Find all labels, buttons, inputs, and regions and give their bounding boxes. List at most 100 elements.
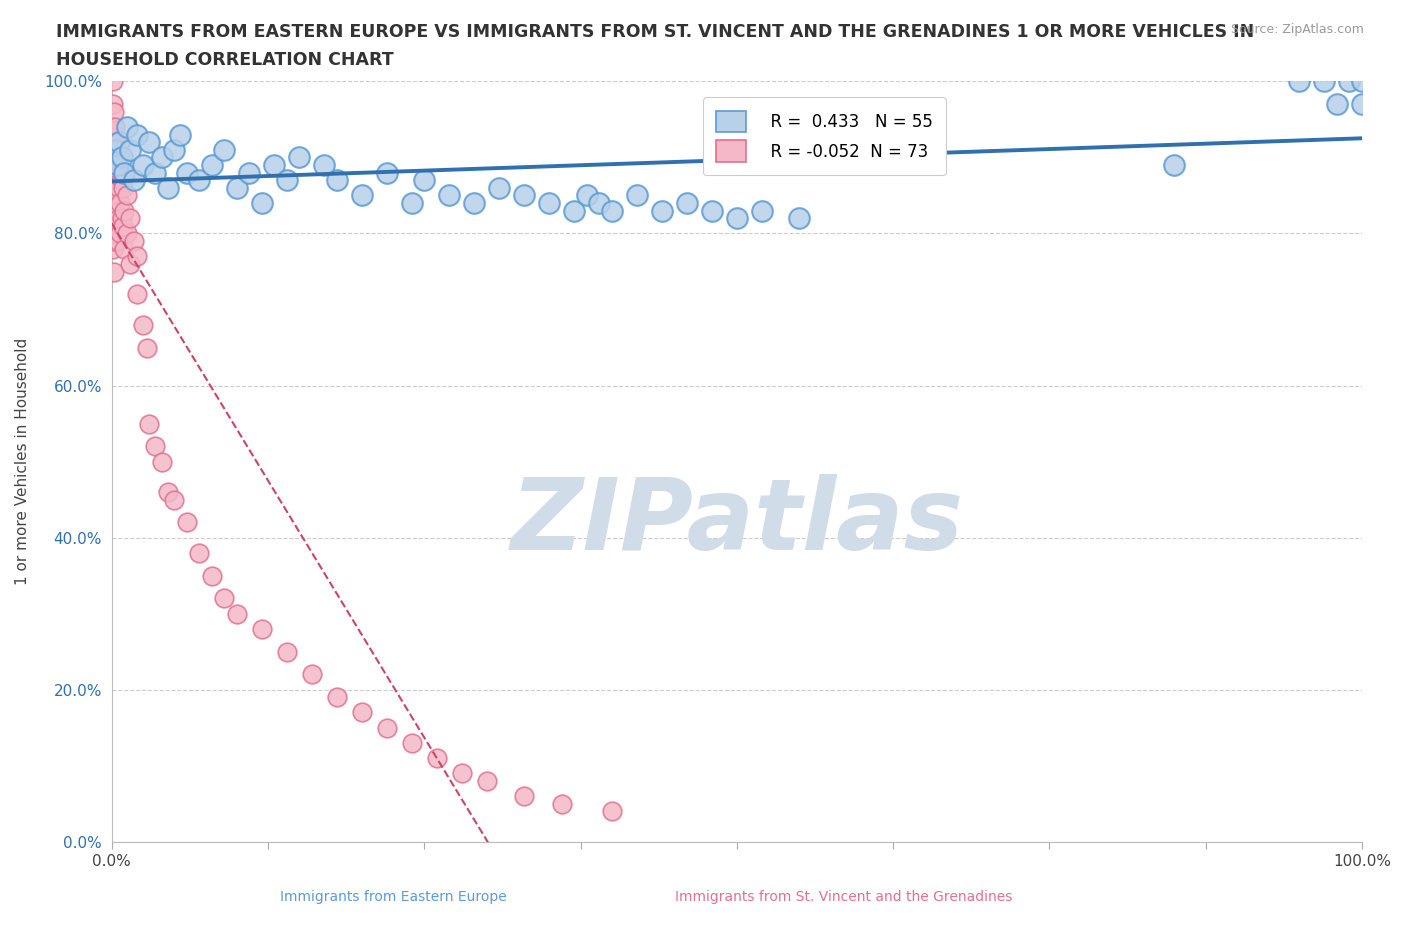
- Point: [110, 211, 132, 226]
- Point: [101, 211, 124, 226]
- Point: [110, 226, 132, 241]
- Point: [250, 621, 273, 636]
- Point: [375, 720, 398, 735]
- Point: [551, 796, 574, 811]
- Point: [301, 667, 323, 682]
- Point: [103, 135, 125, 150]
- Point: [201, 158, 224, 173]
- Point: [112, 166, 135, 180]
- Text: Immigrants from Eastern Europe: Immigrants from Eastern Europe: [280, 890, 508, 904]
- Point: [104, 142, 127, 157]
- Point: [103, 211, 125, 226]
- Point: [103, 104, 125, 119]
- Point: [176, 515, 198, 530]
- Point: [101, 142, 124, 157]
- Point: [488, 180, 510, 195]
- Y-axis label: 1 or more Vehicles in Household: 1 or more Vehicles in Household: [15, 338, 30, 585]
- Point: [107, 233, 129, 248]
- Point: [138, 416, 160, 431]
- Point: [163, 492, 186, 507]
- Point: [450, 765, 472, 780]
- Point: [1288, 74, 1310, 89]
- Point: [201, 568, 224, 583]
- Point: [575, 188, 598, 203]
- Point: [169, 127, 191, 142]
- Point: [107, 204, 129, 219]
- Point: [150, 454, 173, 469]
- Point: [600, 204, 623, 219]
- Point: [105, 219, 128, 233]
- Point: [156, 485, 179, 499]
- Point: [1351, 97, 1374, 112]
- Point: [163, 142, 186, 157]
- Point: [156, 180, 179, 195]
- Point: [104, 142, 127, 157]
- Point: [263, 158, 285, 173]
- Point: [122, 173, 145, 188]
- Point: [276, 644, 298, 659]
- Point: [401, 195, 423, 210]
- Point: [145, 166, 167, 180]
- Point: [437, 188, 460, 203]
- Point: [1326, 97, 1348, 112]
- Point: [238, 166, 260, 180]
- Point: [104, 195, 127, 210]
- Point: [350, 705, 373, 720]
- Point: [104, 120, 127, 135]
- Text: Immigrants from St. Vincent and the Grenadines: Immigrants from St. Vincent and the Gren…: [675, 890, 1012, 904]
- Point: [105, 158, 128, 173]
- Point: [101, 188, 124, 203]
- Point: [751, 204, 773, 219]
- Point: [107, 158, 129, 173]
- Point: [115, 120, 138, 135]
- Point: [225, 606, 247, 621]
- Point: [107, 173, 129, 188]
- Point: [110, 166, 132, 180]
- Point: [112, 241, 135, 256]
- Point: [103, 264, 125, 279]
- Point: [600, 804, 623, 818]
- Text: HOUSEHOLD CORRELATION CHART: HOUSEHOLD CORRELATION CHART: [56, 51, 394, 69]
- Point: [108, 150, 131, 165]
- Point: [250, 195, 273, 210]
- Point: [725, 211, 748, 226]
- Point: [1351, 74, 1374, 89]
- Point: [513, 789, 536, 804]
- Point: [1339, 74, 1361, 89]
- Point: [276, 173, 298, 188]
- Point: [188, 545, 211, 560]
- Legend:   R =  0.433   N = 55,   R = -0.052  N = 73: R = 0.433 N = 55, R = -0.052 N = 73: [703, 98, 946, 175]
- Point: [110, 195, 132, 210]
- Point: [135, 340, 157, 355]
- Point: [103, 188, 125, 203]
- Point: [120, 211, 142, 226]
- Point: [101, 97, 124, 112]
- Point: [103, 166, 125, 180]
- Point: [225, 180, 247, 195]
- Point: [120, 142, 142, 157]
- Point: [789, 211, 811, 226]
- Text: ZIPatlas: ZIPatlas: [510, 474, 963, 571]
- Point: [325, 690, 347, 705]
- Point: [107, 142, 129, 157]
- Point: [212, 142, 235, 157]
- Point: [101, 241, 124, 256]
- Point: [288, 150, 311, 165]
- Point: [122, 233, 145, 248]
- Point: [104, 173, 127, 188]
- Point: [314, 158, 336, 173]
- Point: [463, 195, 485, 210]
- Point: [651, 204, 673, 219]
- Point: [103, 233, 125, 248]
- Point: [145, 439, 167, 454]
- Point: [188, 173, 211, 188]
- Point: [401, 736, 423, 751]
- Point: [108, 135, 131, 150]
- Point: [150, 150, 173, 165]
- Point: [588, 195, 610, 210]
- Point: [132, 158, 155, 173]
- Point: [132, 317, 155, 332]
- Point: [105, 135, 128, 150]
- Text: Source: ZipAtlas.com: Source: ZipAtlas.com: [1230, 23, 1364, 36]
- Point: [125, 286, 148, 301]
